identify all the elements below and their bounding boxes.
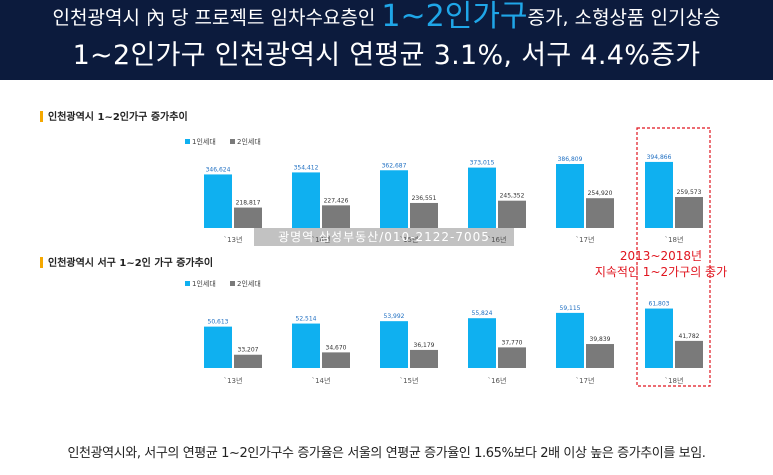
data-label: 41,782 (679, 333, 700, 340)
data-label: 34,670 (326, 344, 347, 351)
annotation-period: 2013~2018년 (620, 249, 702, 263)
data-label: 53,992 (384, 313, 405, 320)
bar-two-person (234, 354, 262, 368)
x-tick-label: `17년 (576, 235, 595, 244)
chart-title-marker (40, 111, 43, 122)
bar-one-person (556, 164, 584, 228)
bar-one-person (556, 312, 584, 368)
banner-headline-pre: 인천광역시 內 당 프로젝트 임차수요층인 (52, 7, 382, 29)
bar-one-person (645, 308, 673, 368)
chart-title-marker (40, 257, 43, 268)
bar-two-person (498, 200, 526, 228)
data-label: 59,115 (560, 305, 581, 312)
data-label: 245,352 (500, 193, 525, 200)
data-label: 52,514 (296, 316, 317, 323)
x-tick-label: `16년 (488, 235, 507, 244)
banner-headline-post: 증가, 소형상품 인기상승 (527, 7, 721, 29)
bar-two-person (586, 198, 614, 228)
bar-one-person (204, 174, 232, 228)
bar-two-person (586, 344, 614, 368)
bar-one-person (292, 323, 320, 368)
data-label: 259,573 (677, 189, 702, 196)
data-label: 373,015 (470, 160, 495, 167)
banner-headline-highlight: 1~2인가구 (381, 0, 528, 34)
bar-one-person (468, 318, 496, 368)
legend-label: 1인세대 (192, 279, 216, 288)
legend-label: 1인세대 (192, 137, 216, 146)
footer-note: 인천광역시와, 서구의 연평균 1~2인가구수 증가율은 서울의 연평균 증가율… (67, 446, 706, 461)
data-label: 362,687 (382, 162, 407, 169)
data-label: 218,817 (236, 200, 261, 207)
bar-two-person (322, 205, 350, 228)
bar-two-person (675, 196, 703, 228)
charts-area: 인천광역시 1~2인가구 증가추이 1인세대 2인세대 346,624 218,817 `… (40, 110, 727, 387)
bar-two-person (234, 207, 262, 228)
title-banner: 인천광역시 內 당 프로젝트 임차수요층인 1~2인가구증가, 소형상품 인기상… (0, 0, 773, 80)
data-label: 254,920 (588, 190, 613, 197)
bar-one-person (380, 321, 408, 368)
x-tick-label: `17년 (576, 376, 595, 385)
chart-title: 인천광역시 서구 1~2인 가구 증가추이 (48, 256, 213, 269)
bar-two-person (322, 352, 350, 368)
bar-one-person (645, 161, 673, 228)
data-label: 346,624 (206, 166, 231, 173)
x-tick-label: `18년 (665, 376, 684, 385)
x-tick-label: `15년 (400, 235, 419, 244)
data-label: 36,179 (414, 342, 435, 349)
bar-one-person (468, 167, 496, 228)
x-tick-label: `14년 (312, 376, 331, 385)
x-tick-label: `14년 (312, 235, 331, 244)
x-tick-label: `13년 (224, 376, 243, 385)
watermark-text: 광명역 삼성부동산/010-2122-7005 (278, 230, 490, 244)
bar-two-person (410, 349, 438, 368)
legend-swatch (185, 139, 190, 144)
data-label: 37,770 (502, 339, 523, 346)
data-label: 50,613 (208, 319, 229, 326)
highlight-box (636, 127, 711, 387)
x-tick-label: `18년 (665, 235, 684, 244)
bar-one-person (204, 326, 232, 368)
legend-label: 2인세대 (237, 137, 261, 146)
bar-one-person (380, 170, 408, 228)
banner-headline: 인천광역시 內 당 프로젝트 임차수요층인 1~2인가구증가, 소형상품 인기상… (0, 0, 773, 38)
legend-label: 2인세대 (237, 279, 261, 288)
data-label: 227,426 (324, 197, 349, 204)
data-label: 61,803 (649, 301, 670, 308)
legend-swatch (185, 281, 190, 286)
annotation-text: 지속적인 1~2가구의 증가 (595, 265, 727, 279)
data-label: 354,412 (294, 164, 319, 171)
data-label: 394,866 (647, 154, 672, 161)
bar-two-person (675, 340, 703, 368)
bar-two-person (498, 347, 526, 368)
banner-subheadline: 1~2인가구 인천광역시 연평균 3.1%, 서구 4.4%증가 (72, 40, 701, 71)
chart-title: 인천광역시 1~2인가구 증가추이 (48, 110, 188, 123)
x-tick-label: `13년 (224, 235, 243, 244)
legend-swatch (230, 281, 235, 286)
data-label: 55,824 (472, 310, 493, 317)
watermark-backdrop (254, 228, 514, 246)
bar-one-person (292, 172, 320, 228)
x-tick-label: `16년 (488, 376, 507, 385)
chart-1: 인천광역시 1~2인가구 증가추이 1인세대 2인세대 346,624 218,817 `… (40, 110, 703, 244)
bar-two-person (410, 202, 438, 228)
x-tick-label: `15년 (400, 376, 419, 385)
data-label: 386,809 (558, 156, 583, 163)
watermark: 광명역 삼성부동산/010-2122-7005 (254, 228, 514, 246)
data-label: 39,839 (590, 336, 611, 343)
data-label: 33,207 (238, 347, 259, 354)
legend-swatch (230, 139, 235, 144)
chart-2: 인천광역시 서구 1~2인 가구 증가추이 1인세대 2인세대 50,613 33,20… (40, 256, 703, 385)
data-label: 236,551 (412, 195, 437, 202)
